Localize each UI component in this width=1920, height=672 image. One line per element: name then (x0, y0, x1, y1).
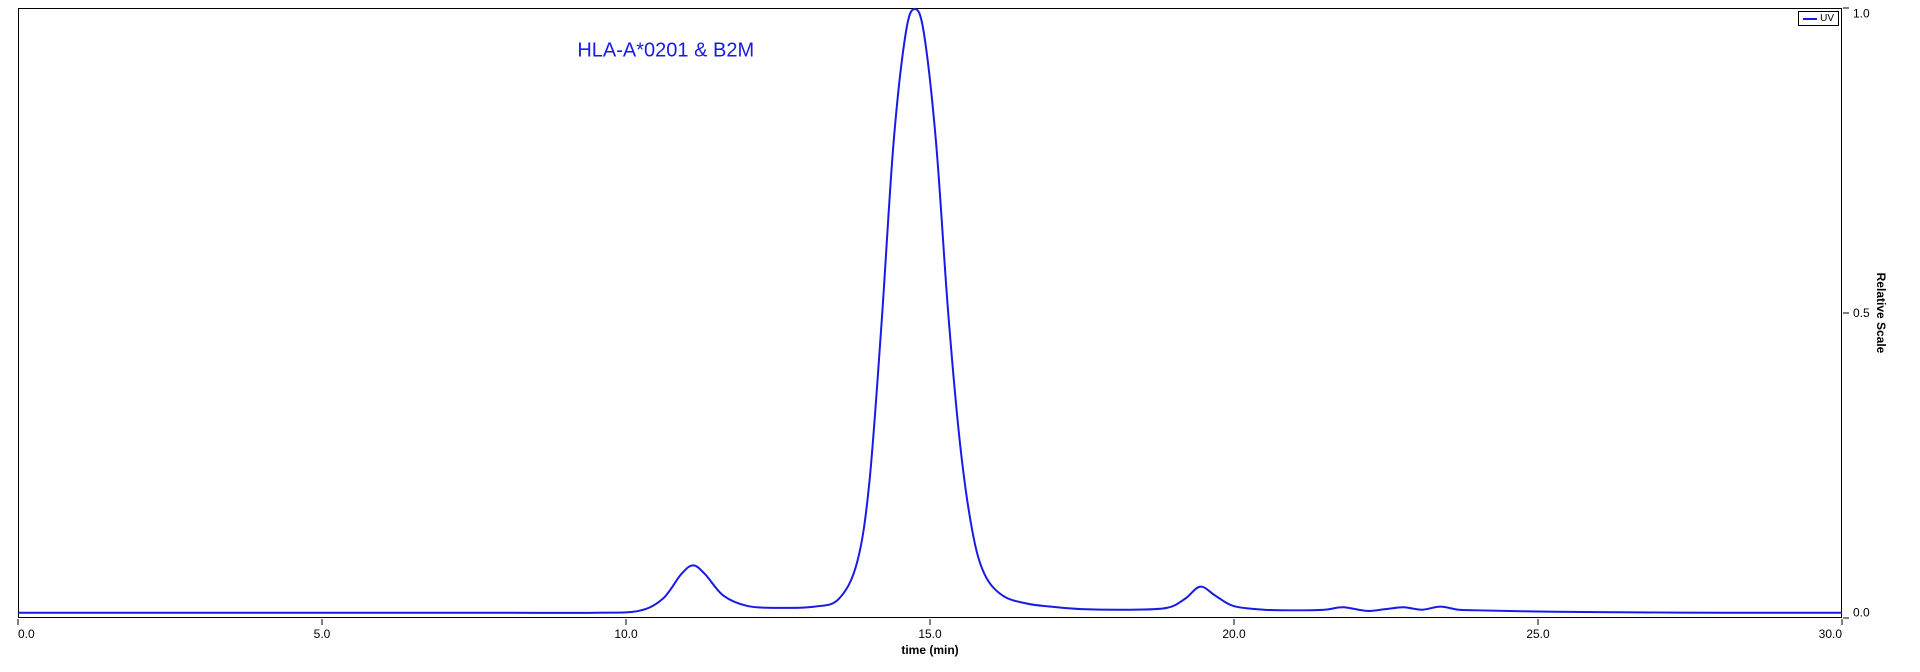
x-tick-label: 5.0 (314, 627, 331, 641)
chart-container: { "chart": { "type": "line", "background… (0, 0, 1920, 672)
plot-area (18, 8, 1842, 618)
x-tick (930, 619, 931, 625)
x-tick (626, 619, 627, 625)
x-tick-label: 25.0 (1526, 627, 1549, 641)
y-tick-label: 1.0 (1853, 7, 1870, 21)
legend: UV (1798, 11, 1839, 26)
chromatogram-svg (19, 9, 1841, 617)
x-axis-title: time (min) (901, 643, 958, 657)
x-tick (1538, 619, 1539, 625)
peak-annotation: HLA-A*0201 & B2M (577, 39, 754, 62)
x-tick (18, 619, 19, 625)
y-tick (1843, 618, 1849, 619)
legend-label: UV (1820, 13, 1834, 24)
x-tick-label: 10.0 (614, 627, 637, 641)
x-tick (322, 619, 323, 625)
y-tick-label: 0.5 (1853, 306, 1870, 320)
chromatogram-trace (19, 9, 1841, 613)
x-tick-label: 0.0 (18, 627, 35, 641)
x-tick (1234, 619, 1235, 625)
x-tick (1842, 619, 1843, 625)
y-tick-label: 0.0 (1853, 605, 1870, 619)
legend-swatch (1803, 18, 1817, 20)
x-tick-label: 15.0 (918, 627, 941, 641)
y-tick (1843, 313, 1849, 314)
x-tick-label: 20.0 (1222, 627, 1245, 641)
y-tick (1843, 8, 1849, 9)
x-tick-label: 30.0 (1819, 627, 1842, 641)
y-axis-title: Relative Scale (1874, 273, 1888, 354)
